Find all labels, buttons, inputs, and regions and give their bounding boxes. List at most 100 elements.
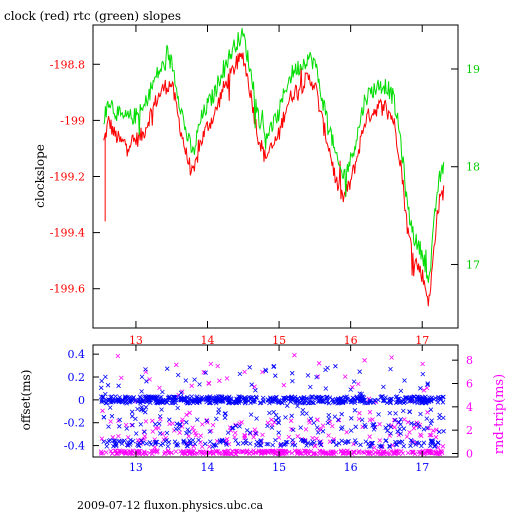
- offset-point: [388, 396, 393, 402]
- rnd-trip-point: [143, 451, 148, 457]
- offset-point: [359, 417, 365, 423]
- rnd-trip-point: [364, 449, 370, 454]
- rnd-trip-point: [191, 444, 196, 449]
- offset-point: [117, 417, 122, 423]
- rnd-trip-point: [333, 450, 339, 455]
- rnd-trip-point: [287, 449, 292, 455]
- offset-point: [440, 400, 446, 405]
- offset-point: [421, 396, 427, 401]
- rnd-trip-point: [100, 450, 105, 456]
- rnd-trip-point: [405, 450, 411, 456]
- offset-point: [364, 400, 369, 406]
- offset-point: [290, 437, 295, 443]
- offset-point: [429, 440, 434, 445]
- offset-point: [164, 430, 170, 436]
- offset-point: [271, 363, 277, 369]
- offset-point: [136, 443, 141, 449]
- rnd-trip-point: [342, 374, 348, 379]
- rnd-trip-point: [224, 451, 229, 457]
- rnd-trip-point: [360, 449, 365, 455]
- rnd-trip-point: [186, 433, 191, 439]
- rnd-trip-point: [421, 388, 427, 393]
- rnd-trip-point: [322, 450, 327, 455]
- chart-title: clock (red) rtc (green) slopes: [4, 9, 181, 23]
- offset-point: [139, 374, 145, 380]
- offset-point: [362, 422, 367, 428]
- offset-point: [273, 373, 278, 378]
- rnd-trip-point: [119, 375, 124, 381]
- offset-point: [352, 408, 358, 413]
- offset-point: [335, 417, 341, 423]
- rnd-trip-point: [427, 432, 433, 438]
- rnd-trip-point: [215, 363, 220, 369]
- offset-point: [264, 441, 269, 447]
- offset-point: [381, 398, 386, 404]
- offset-point: [418, 386, 423, 391]
- rnd-trip-point: [392, 451, 397, 456]
- offset-point: [314, 425, 320, 430]
- offset-point: [143, 405, 149, 410]
- offset-point: [365, 400, 371, 406]
- rnd-trip-point: [214, 449, 219, 455]
- bottom-x-tick-label: 13: [129, 461, 143, 474]
- offset-point: [323, 386, 329, 391]
- offset-point: [421, 440, 427, 446]
- rnd-trip-point: [147, 450, 152, 456]
- offset-point: [248, 412, 254, 417]
- offset-point: [116, 383, 121, 389]
- offset-point: [383, 425, 388, 430]
- top-x-tick-label: 16: [344, 334, 358, 347]
- offset-point: [395, 396, 400, 402]
- offset-point: [266, 441, 271, 447]
- bottom-y-tick-label: 0.2: [68, 371, 86, 384]
- offset-point: [243, 438, 249, 443]
- rnd-trip-point: [373, 450, 378, 455]
- rnd-trip-point: [130, 448, 136, 453]
- offset-point: [387, 410, 393, 416]
- offset-point: [387, 443, 392, 449]
- rnd-trip-point: [197, 449, 202, 454]
- rnd-trip-point: [433, 449, 439, 455]
- rnd-trip-point: [329, 451, 334, 457]
- rnd-trip-point: [331, 437, 337, 442]
- rnd-trip-point: [379, 451, 384, 457]
- offset-point: [326, 412, 331, 418]
- offset-point: [103, 374, 108, 380]
- rnd-trip-point: [103, 450, 109, 455]
- rnd-trip-point: [356, 381, 361, 387]
- rnd-trip-point: [389, 355, 394, 360]
- offset-point: [159, 407, 164, 412]
- bottom-y-tick-label: -0.2: [64, 417, 85, 430]
- offset-point: [436, 440, 441, 445]
- offset-point: [214, 416, 219, 422]
- offset-point: [257, 400, 263, 406]
- offset-point: [138, 422, 144, 427]
- offset-point: [111, 398, 116, 404]
- offset-point: [144, 379, 149, 384]
- offset-point: [310, 439, 315, 444]
- offset-point: [339, 426, 344, 432]
- offset-point: [265, 423, 270, 429]
- top-x-tick-label: 15: [272, 334, 286, 347]
- offset-point: [348, 428, 354, 433]
- offset-point: [225, 430, 231, 435]
- rnd-trip-point: [307, 420, 312, 425]
- rnd-trip-point: [224, 376, 230, 381]
- offset-point: [111, 438, 116, 444]
- offset-point: [441, 415, 446, 421]
- offset-point: [428, 407, 434, 412]
- rnd-trip-point: [303, 427, 309, 432]
- offset-point: [298, 437, 304, 443]
- offset-point: [106, 438, 112, 444]
- rnd-trip-point: [135, 438, 141, 443]
- offset-point: [385, 428, 390, 434]
- rnd-trip-point: [281, 382, 287, 388]
- rnd-trip-point: [372, 445, 377, 450]
- offset-point: [388, 424, 394, 430]
- offset-point: [160, 389, 165, 395]
- offset-point: [197, 399, 202, 405]
- rnd-trip-point: [302, 448, 308, 454]
- offset-point: [272, 395, 278, 401]
- offset-point: [173, 400, 178, 406]
